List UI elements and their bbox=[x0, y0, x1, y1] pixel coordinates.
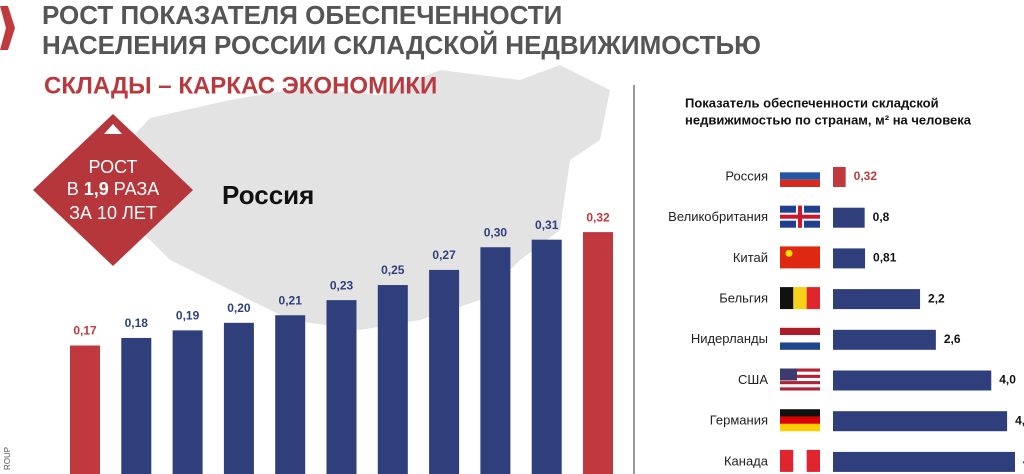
chart-label: Россия bbox=[222, 180, 314, 210]
bar bbox=[223, 322, 254, 474]
flag bbox=[780, 377, 820, 382]
bar bbox=[70, 345, 100, 474]
flag bbox=[793, 449, 807, 472]
flag bbox=[780, 179, 820, 187]
flag bbox=[806, 449, 820, 472]
title: РОСТ ПОКАЗАТЕЛЯ ОБЕСПЕЧЕННОСТИ bbox=[42, 0, 562, 30]
bar bbox=[480, 247, 511, 474]
bar bbox=[121, 337, 152, 474]
value-label: 0,8 bbox=[873, 210, 890, 224]
value-label: 0,23 bbox=[330, 278, 354, 292]
bar bbox=[583, 232, 613, 474]
chart-title: недвижимостью по странам, м² на человека bbox=[685, 112, 972, 127]
flag bbox=[780, 335, 820, 343]
side-text: ROUP bbox=[3, 447, 12, 470]
value-label: 0,21 bbox=[279, 293, 303, 307]
value-label: 4,4 bbox=[1015, 413, 1024, 427]
y-tick-label: США bbox=[738, 372, 768, 387]
chevron bbox=[0, 6, 15, 50]
flag bbox=[780, 423, 820, 432]
value-label: 0,19 bbox=[176, 309, 200, 323]
bar bbox=[833, 370, 992, 391]
bar bbox=[833, 411, 1008, 432]
value-label: 0,18 bbox=[125, 316, 149, 330]
value-label: 0,32 bbox=[854, 169, 878, 183]
bar bbox=[326, 300, 357, 474]
value-label: 2,2 bbox=[928, 291, 945, 305]
flag bbox=[780, 371, 820, 375]
badge bbox=[33, 114, 193, 266]
flag bbox=[780, 327, 820, 336]
bar bbox=[429, 269, 460, 474]
flag bbox=[780, 342, 820, 350]
value-label: 2,6 bbox=[944, 332, 961, 346]
flag bbox=[780, 416, 820, 424]
value-label: 0,20 bbox=[227, 301, 251, 315]
bar bbox=[833, 329, 936, 350]
flag bbox=[793, 287, 807, 310]
y-tick-label: Канада bbox=[724, 453, 769, 468]
bar bbox=[833, 167, 846, 187]
badge-arrow bbox=[104, 124, 122, 134]
flag bbox=[806, 287, 820, 310]
y-tick-label: Россия bbox=[725, 168, 768, 183]
flag bbox=[780, 368, 797, 381]
flag bbox=[780, 165, 820, 173]
bar bbox=[833, 289, 921, 310]
bar bbox=[377, 285, 408, 474]
value-label: 0,81 bbox=[873, 251, 897, 265]
flag bbox=[780, 214, 820, 219]
flag bbox=[780, 287, 794, 310]
flag bbox=[780, 246, 820, 269]
value-label: 4,0 bbox=[999, 373, 1016, 387]
flag bbox=[780, 172, 820, 180]
value-label: 0,25 bbox=[381, 263, 405, 277]
y-tick-label: Бельгия bbox=[719, 291, 768, 306]
badge-text: РОСТ bbox=[88, 157, 137, 177]
value-label: 0,17 bbox=[73, 324, 97, 338]
title: НАСЕЛЕНИЯ РОССИИ СКЛАДСКОЙ НЕДВИЖИМОСТЬЮ bbox=[42, 30, 761, 60]
value-label: 0,31 bbox=[535, 218, 559, 232]
flag bbox=[785, 249, 793, 257]
badge-text: В 1,9 РАЗА bbox=[67, 179, 160, 199]
badge-text: ЗА 10 ЛЕТ bbox=[69, 203, 157, 223]
bar bbox=[172, 330, 203, 474]
subtitle: СКЛАДЫ – КАРКАС ЭКОНОМИКИ bbox=[44, 72, 437, 99]
y-tick-label: Нидерланды bbox=[691, 331, 768, 346]
value-label: 0,27 bbox=[432, 248, 456, 262]
value-label: 0,32 bbox=[586, 210, 610, 224]
flag bbox=[780, 409, 820, 417]
y-tick-label: Германия bbox=[710, 413, 768, 428]
bar bbox=[275, 315, 306, 474]
bar bbox=[833, 248, 866, 269]
flag bbox=[780, 449, 794, 472]
flag bbox=[780, 384, 820, 388]
bar bbox=[833, 451, 1015, 472]
bar bbox=[833, 207, 865, 228]
y-tick-label: Китай bbox=[733, 250, 768, 265]
value-label: 0,30 bbox=[484, 225, 508, 239]
bar bbox=[531, 239, 562, 474]
chart-title: Показатель обеспеченности складской bbox=[685, 95, 939, 110]
y-tick-label: Великобритания bbox=[668, 209, 768, 224]
